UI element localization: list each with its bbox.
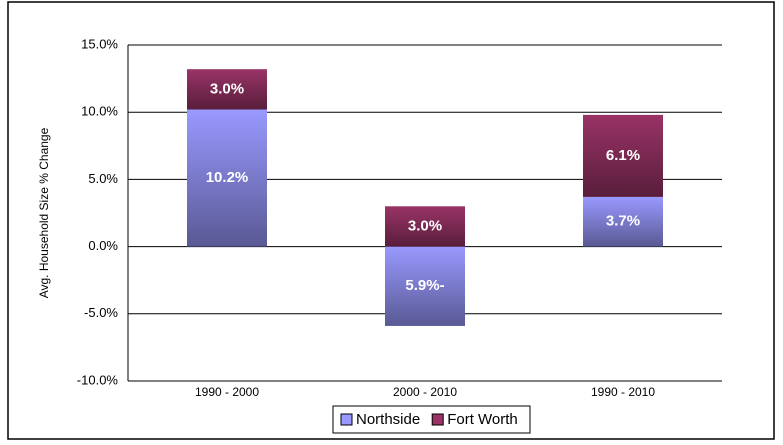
x-tick-label: 1990 - 2010 [591, 385, 655, 399]
bar-shade [385, 246, 465, 326]
value-label: 6.1% [606, 147, 640, 164]
legend-label: Fort Worth [447, 411, 518, 428]
value-label: 3.0% [408, 217, 442, 234]
x-tick-label: 1990 - 2000 [195, 385, 259, 399]
legend-swatch [431, 413, 444, 426]
bar-shade [583, 196, 663, 247]
legend-swatch [340, 413, 353, 426]
y-tick-label: 0.0% [88, 238, 118, 253]
y-tick-label: -10.0% [77, 372, 119, 387]
bar-shade [583, 114, 663, 197]
y-tick-label: -5.0% [84, 305, 118, 320]
value-label: 3.7% [606, 213, 640, 230]
legend-box [332, 405, 531, 434]
bar-shade [385, 206, 465, 247]
y-tick-label: 5.0% [88, 171, 118, 186]
x-tick-label: 2000 - 2010 [393, 385, 457, 399]
legend-label: Northside [356, 411, 420, 428]
value-label: 5.9%- [405, 277, 444, 294]
bar-shade [187, 109, 267, 247]
y-tick-label: 10.0% [81, 104, 118, 119]
value-label: 3.0% [210, 80, 244, 97]
bar-shade [187, 69, 267, 110]
y-tick-label: 15.0% [81, 36, 118, 51]
value-label: 10.2% [206, 169, 249, 186]
y-axis-title: Avg. Household Size % Change [37, 127, 51, 298]
